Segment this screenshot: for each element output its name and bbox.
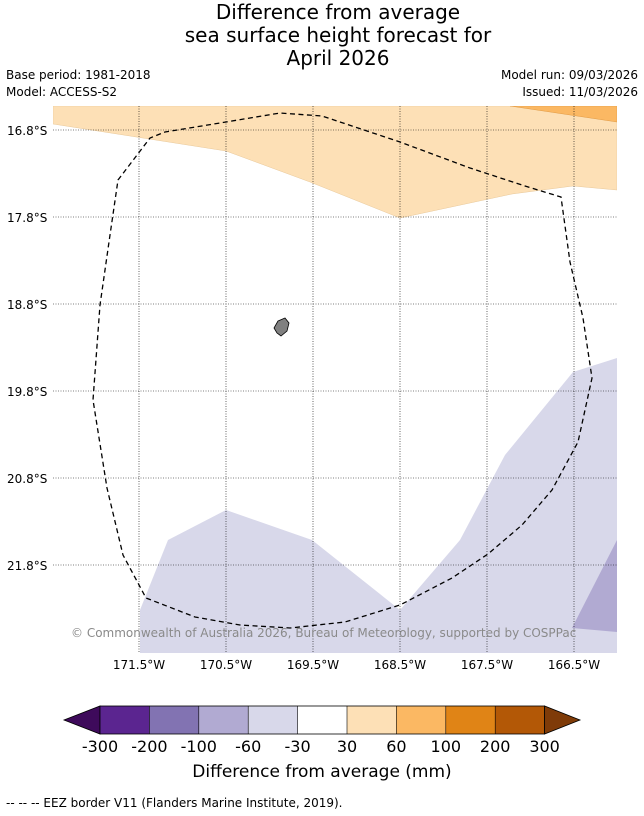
eez-footnote: -- -- -- EEZ border V11 (Flanders Marine… bbox=[6, 796, 343, 810]
colorbar-extend-low bbox=[62, 705, 101, 735]
colorbar-tick-label: 60 bbox=[386, 737, 407, 756]
lon-label: 169.5°W bbox=[286, 658, 340, 672]
lon-label: 171.5°W bbox=[112, 658, 166, 672]
lon-label: 170.5°W bbox=[199, 658, 253, 672]
lat-label: 18.8°S bbox=[7, 298, 48, 312]
meta-right: Model run: 09/03/2026 Issued: 11/03/2026 bbox=[501, 68, 638, 102]
colorbar-tick-label: 100 bbox=[430, 737, 462, 756]
model-run: Model run: 09/03/2026 bbox=[500, 68, 638, 82]
lon-label: 167.5°W bbox=[460, 658, 514, 672]
anomaly-region-purple bbox=[572, 540, 617, 632]
copyright-notice: © Commonwealth of Australia 2026, Bureau… bbox=[71, 626, 577, 640]
lat-label: 16.8°S bbox=[7, 124, 48, 138]
colorbar-extend-high bbox=[544, 705, 582, 735]
map-area bbox=[53, 106, 617, 653]
colorbar bbox=[62, 705, 582, 735]
title-line-1: Difference from average bbox=[215, 0, 461, 24]
issued-date: Issued: 11/03/2026 bbox=[522, 85, 638, 99]
title-line-3: April 2026 bbox=[286, 46, 390, 70]
title-line-2: sea surface height forecast for bbox=[184, 23, 492, 47]
colorbar-tick-label: -200 bbox=[131, 737, 168, 756]
meta-left: Base period: 1981-2018 Model: ACCESS-S2 bbox=[6, 68, 151, 102]
anomaly-region-orange bbox=[509, 106, 617, 123]
anomaly-region-light-orange bbox=[53, 106, 617, 219]
colorbar-tick-label: -60 bbox=[235, 737, 262, 756]
lon-label: 166.5°W bbox=[547, 658, 601, 672]
colorbar-tick-label: -100 bbox=[180, 737, 217, 756]
lat-label: 20.8°S bbox=[7, 472, 48, 486]
colorbar-title: Difference from average (mm) bbox=[192, 762, 452, 782]
lat-label: 19.8°S bbox=[7, 385, 48, 399]
colorbar-tick-label: -300 bbox=[81, 737, 119, 756]
colorbar-tick-label: -30 bbox=[284, 737, 311, 756]
lat-label: 21.8°S bbox=[7, 559, 48, 573]
colorbar-tick-label: 300 bbox=[529, 737, 560, 756]
model-name: Model: ACCESS-S2 bbox=[6, 85, 118, 99]
anomaly-region-light-purple bbox=[140, 358, 617, 653]
colorbar-tick-label: 30 bbox=[336, 737, 358, 756]
base-period: Base period: 1981-2018 bbox=[6, 68, 151, 82]
graticule bbox=[53, 106, 617, 653]
lat-label: 17.8°S bbox=[7, 211, 48, 225]
island-land bbox=[273, 317, 290, 337]
map-title: Difference from average sea surface heig… bbox=[0, 1, 644, 70]
colorbar-tick-label: 200 bbox=[479, 737, 511, 756]
lon-label: 168.5°W bbox=[373, 658, 427, 672]
